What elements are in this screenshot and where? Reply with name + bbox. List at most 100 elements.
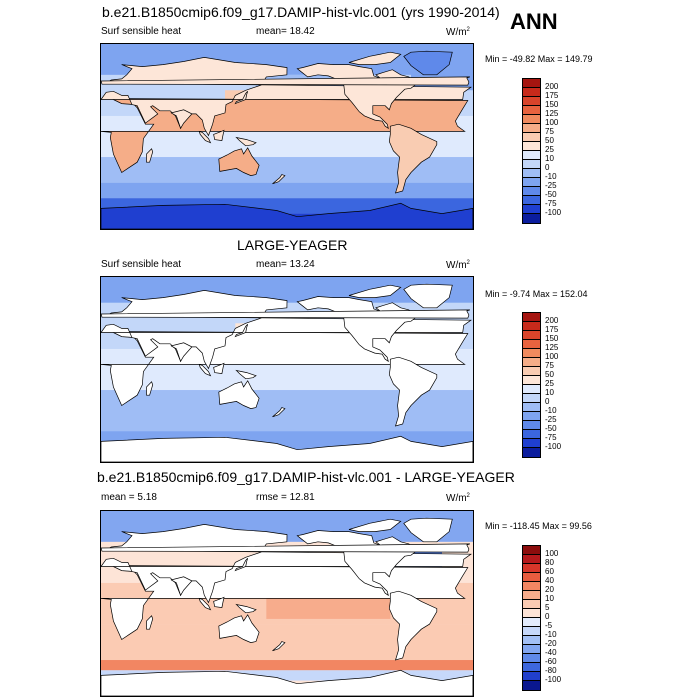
panel3-mean: mean = 5.18 (101, 492, 157, 503)
colorbar-tick-label: 60 (545, 567, 554, 576)
colorbar-box (523, 349, 540, 358)
panel1-mean: mean= 18.42 (256, 26, 315, 37)
land-nz (272, 407, 286, 418)
panel3-colorbar (522, 545, 541, 691)
colorbar-box (523, 627, 540, 636)
figure-title: b.e21.B1850cmip6.f09_g17.DAMIP-hist-vlc.… (102, 4, 500, 20)
colorbar-box (523, 124, 540, 133)
colorbar-tick-label: -75 (545, 199, 557, 208)
land-australia (218, 380, 260, 409)
colorbar-tick-label: 100 (545, 118, 559, 127)
colorbar-box (523, 403, 540, 412)
colorbar-box (523, 618, 540, 627)
colorbar-box (523, 151, 540, 160)
colorbar-box (523, 546, 540, 555)
colorbar-box (523, 376, 540, 385)
panel3-map (100, 510, 474, 697)
colorbar-box (523, 106, 540, 115)
field-band (101, 660, 473, 671)
land-nz (272, 641, 286, 652)
panel3-title: b.e21.B1850cmip6.f09_g17.DAMIP-hist-vlc.… (97, 469, 515, 485)
colorbar-box (523, 187, 540, 196)
colorbar-box (523, 97, 540, 106)
land-uk (101, 76, 471, 86)
panel3-minmax: Min = -118.45 Max = 99.56 (485, 521, 592, 531)
colorbar-tick-label: 150 (545, 100, 559, 109)
colorbar-tick-label: -100 (545, 208, 562, 217)
land-sumatra (198, 363, 212, 377)
colorbar-box (523, 115, 540, 124)
land-arctic_isles (348, 51, 402, 65)
colorbar-tick-label: -5 (545, 621, 553, 630)
colorbar-box (523, 582, 540, 591)
land-arctic_isles (348, 284, 402, 298)
colorbar-tick-label: 10 (545, 154, 554, 163)
colorbar-box (523, 430, 540, 439)
colorbar-tick-label: 100 (545, 549, 559, 558)
colorbar-tick-label: -75 (545, 433, 557, 442)
colorbar-box (523, 609, 540, 618)
colorbar-tick-label: -60 (545, 657, 557, 666)
colorbar-tick-label: -100 (545, 675, 562, 684)
land-newguinea (235, 136, 257, 147)
panel2-map-svg (101, 277, 473, 462)
colorbar-box (523, 681, 540, 690)
colorbar-tick-label: 50 (545, 136, 554, 145)
land-antarctica (101, 435, 473, 462)
colorbar-box (523, 205, 540, 214)
land-newguinea (235, 603, 257, 614)
colorbar-box (523, 412, 540, 421)
colorbar-tick-label: 200 (545, 82, 559, 91)
land-europe_asia (101, 57, 472, 137)
land-greenland (403, 283, 453, 309)
panel1-minmax: Min = -49.82 Max = 149.79 (485, 54, 593, 64)
colorbar-box (523, 645, 540, 654)
panel2-colorbar (522, 312, 541, 458)
colorbar-tick-label: -100 (545, 442, 562, 451)
land-madagascar (146, 615, 154, 630)
colorbar-tick-label: 125 (545, 343, 559, 352)
colorbar-box (523, 88, 540, 97)
colorbar-box (523, 600, 540, 609)
colorbar-box (523, 313, 540, 322)
colorbar-tick-label: -25 (545, 415, 557, 424)
colorbar-tick-label: 50 (545, 370, 554, 379)
colorbar-box (523, 421, 540, 430)
land-south_america (388, 123, 438, 194)
land-japan (234, 91, 249, 105)
land-borneo (213, 129, 225, 141)
colorbar-tick-label: -80 (545, 666, 557, 675)
colorbar-tick-label: 20 (545, 585, 554, 594)
panel1-variable: Surf sensible heat (101, 26, 182, 37)
colorbar-tick-label: 200 (545, 316, 559, 325)
colorbar-box (523, 385, 540, 394)
colorbar-tick-label: 0 (545, 612, 550, 621)
colorbar-tick-label: 125 (545, 109, 559, 118)
land-antarctica (101, 202, 473, 229)
colorbar-tick-label: 175 (545, 325, 559, 334)
panel1-colorbar (522, 78, 541, 224)
colorbar-box (523, 591, 540, 600)
land-greenland (403, 517, 453, 543)
land-madagascar (146, 381, 154, 396)
panel2-variable: Surf sensible heat (101, 259, 182, 270)
land-europe_asia (101, 290, 472, 370)
colorbar-box (523, 169, 540, 178)
colorbar-box (523, 636, 540, 645)
colorbar-tick-label: -10 (545, 406, 557, 415)
panel3-map-svg (101, 511, 473, 696)
colorbar-box (523, 439, 540, 448)
colorbar-tick-label: 75 (545, 361, 554, 370)
land-japan (234, 324, 249, 338)
colorbar-box (523, 367, 540, 376)
panel1-units: W/m2 (446, 27, 470, 38)
panel2-title: LARGE-YEAGER (237, 237, 348, 253)
panel2-minmax: Min = -9.74 Max = 152.04 (485, 289, 588, 299)
colorbar-box (523, 358, 540, 367)
colorbar-box (523, 196, 540, 205)
colorbar-box (523, 672, 540, 681)
colorbar-tick-label: -25 (545, 181, 557, 190)
colorbar-tick-label: -50 (545, 190, 557, 199)
land-sumatra (198, 130, 212, 144)
panel1-map (100, 43, 474, 230)
